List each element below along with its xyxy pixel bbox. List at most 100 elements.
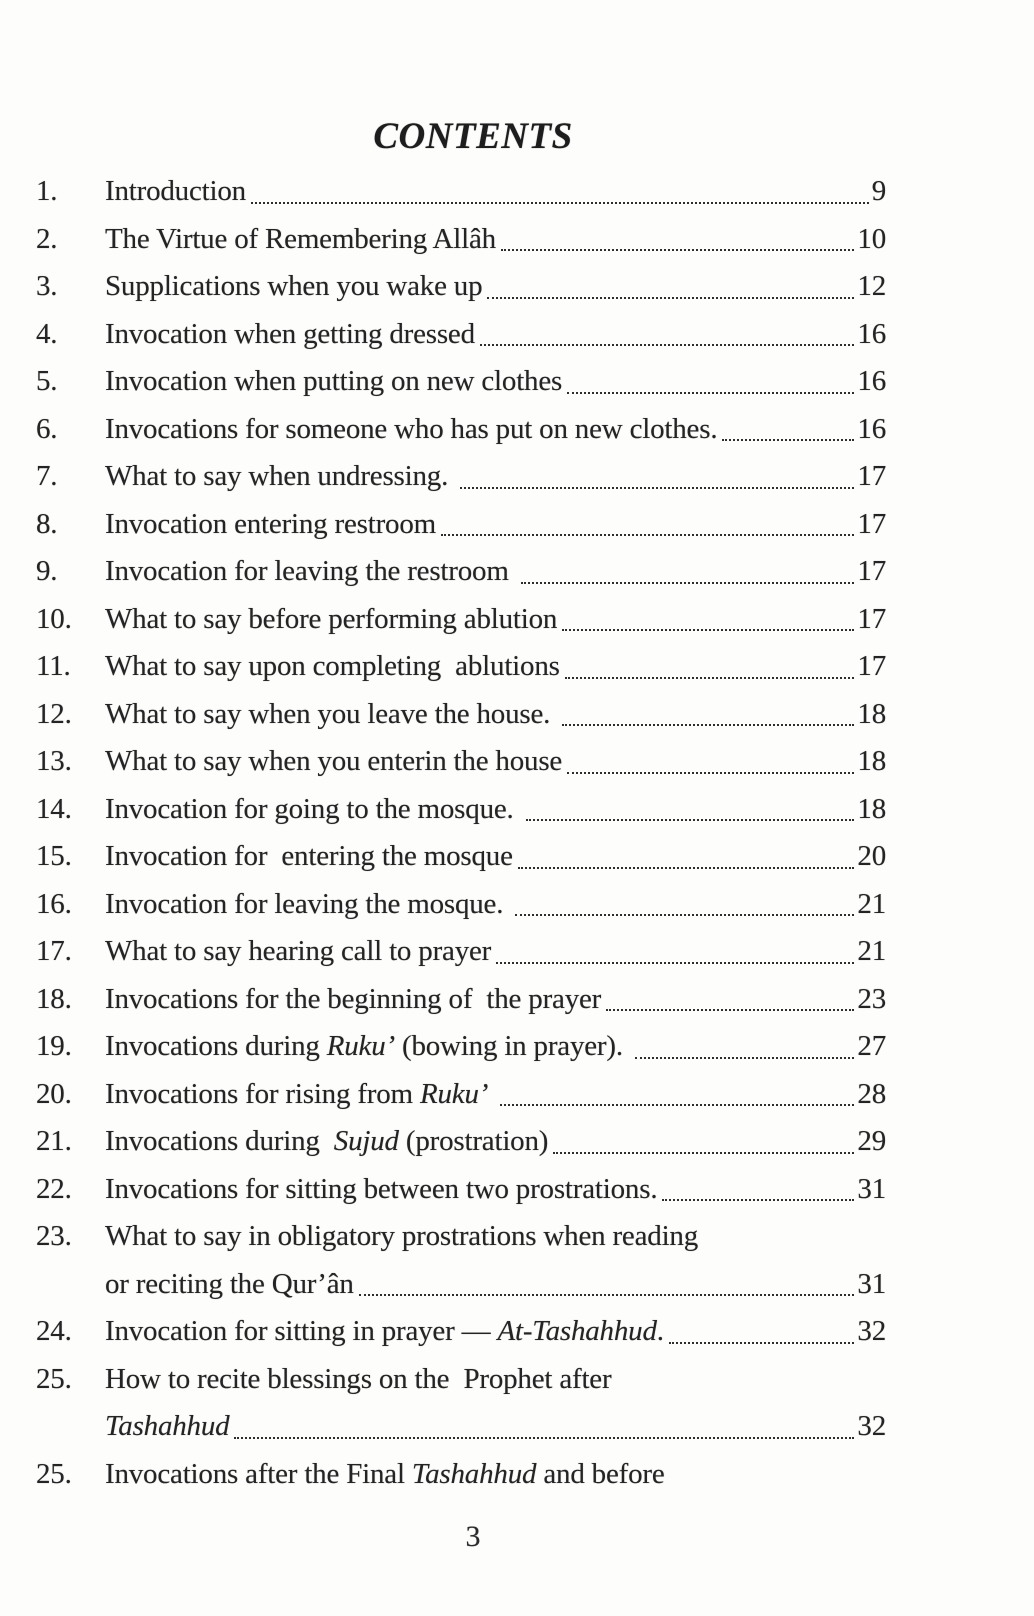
entry-title: Invocation for leaving the restroom <box>105 548 516 596</box>
entry-title: How to recite blessings on the Prophet a… <box>105 1356 612 1404</box>
toc-entry: 23. What to say in obligatory prostration… <box>36 1213 886 1261</box>
entry-title-segment: Invocation for leaving the restroom <box>105 555 516 587</box>
dot-leader <box>606 1009 855 1011</box>
entry-title-segment: What to say before performing ablution <box>105 602 558 635</box>
entry-title-segment: . <box>656 1315 664 1347</box>
dot-leader <box>487 296 855 299</box>
dot-leader <box>479 344 855 346</box>
entry-page-number: 17 <box>857 650 886 682</box>
entry-title-segment: Invocations after the Final <box>105 1457 412 1490</box>
toc-entry: 13. What to say when you enterin the hous… <box>36 738 886 786</box>
entry-title-segment: What to say when undressing. <box>105 460 456 492</box>
entry-number: 9. <box>36 555 58 587</box>
entry-title: Invocations for someone who has put on n… <box>105 406 718 454</box>
entry-page-number: 9 <box>871 175 887 207</box>
entry-title: or reciting the Qur’ân <box>105 1261 354 1309</box>
dot-leader <box>562 629 855 631</box>
entry-title: Tashahhud <box>105 1403 230 1451</box>
entry-title-segment: Invocations for someone who has put on n… <box>105 412 718 445</box>
entry-title: What to say when you enterin the house <box>105 738 562 786</box>
toc-entry: 17. What to say hearing call to prayer 21 <box>36 928 886 976</box>
entry-number: 24. <box>36 1315 72 1347</box>
dot-leader <box>234 1436 855 1439</box>
entry-page-number: 21 <box>857 887 886 920</box>
entry-page-number: 18 <box>857 745 886 777</box>
entry-title-segment: Supplications when you wake up <box>105 270 483 302</box>
entry-title: Invocation when putting on new clothes <box>105 358 562 406</box>
entry-title: Invocations for rising from Ruku’ <box>105 1071 495 1119</box>
dot-leader <box>358 1294 855 1296</box>
dot-leader <box>520 581 855 584</box>
dot-leader <box>496 961 855 964</box>
entry-number: 5. <box>36 365 58 397</box>
entry-page-number: 12 <box>857 270 886 302</box>
entry-page-number: 20 <box>857 840 886 872</box>
toc-entry: 5. Invocation when putting on new clothes… <box>36 358 886 406</box>
entry-number: 21. <box>36 1125 72 1157</box>
entry-number: 14. <box>36 792 72 825</box>
entry-title: Invocation entering restroom <box>105 501 436 549</box>
entry-title-segment: and before <box>536 1457 665 1490</box>
entry-page-number: 27 <box>857 1030 886 1062</box>
entry-number: 10. <box>36 602 72 635</box>
page-title: CONTENTS <box>373 116 573 157</box>
entry-title-segment: (prostration) <box>398 1125 549 1157</box>
entry-number: 3. <box>36 270 58 302</box>
entry-title-segment: What to say in obligatory prostrations w… <box>105 1220 699 1252</box>
dot-leader <box>517 866 855 869</box>
entry-title: Invocations for the beginning of the pra… <box>105 976 601 1024</box>
dot-leader <box>634 1056 855 1059</box>
entry-title: What to say in obligatory prostrations w… <box>105 1213 698 1261</box>
entry-page-number: 17 <box>857 602 886 635</box>
entry-number: 1. <box>36 175 58 207</box>
entry-title-segment: What to say upon completing ablutions <box>105 650 560 682</box>
entry-title-segment: Invocations for sitting between two pros… <box>105 1172 658 1205</box>
entry-title: The Virtue of Remembering Allâh <box>105 216 496 264</box>
entry-page-number: 10 <box>857 222 886 255</box>
entry-page-number: 16 <box>857 412 886 445</box>
entry-number <box>36 1403 105 1451</box>
toc-entry: 11. What to say upon completing ablutions… <box>36 643 886 691</box>
entry-title-italic-segment: At-Tashahhud <box>497 1315 657 1347</box>
entry-title-segment: The Virtue of Remembering Allâh <box>105 222 496 255</box>
entry-title: What to say before performing ablution <box>105 596 557 644</box>
entry-title-segment: Invocations for rising from <box>105 1077 420 1110</box>
entry-page-number: 18 <box>857 792 886 825</box>
entry-title-segment: Invocation for leaving the mosque. <box>105 887 511 920</box>
entry-title-segment: What to say when you enterin the house <box>105 745 563 777</box>
toc-entry: 16. Invocation for leaving the mosque. 21 <box>36 881 886 929</box>
entry-number: 4. <box>36 317 58 350</box>
entry-title: Invocation for entering the mosque <box>105 833 513 881</box>
dot-leader <box>564 676 855 679</box>
dot-leader <box>562 724 855 726</box>
dot-leader <box>460 486 855 489</box>
toc-entry: or reciting the Qur’ân 31 <box>36 1261 886 1309</box>
entry-title-segment: Invocation when putting on new clothes <box>105 365 563 397</box>
entry-title: Invocations during Sujud (prostration) <box>105 1118 548 1166</box>
entry-title-segment <box>488 1078 495 1110</box>
entry-title-segment: Invocations during <box>105 1125 334 1157</box>
entry-title-italic-segment: Ruku’ <box>326 1030 395 1062</box>
entry-page-number: 28 <box>857 1077 886 1110</box>
entry-title-segment: Invocations for the beginning of the pra… <box>105 982 602 1015</box>
toc-entry: 19. Invocations during Ruku’ (bowing in p… <box>36 1023 886 1071</box>
entry-title-segment: Invocation for going to the mosque. <box>105 792 521 825</box>
entry-number: 16. <box>36 887 72 920</box>
entry-title-segment: What to say when you leave the house. <box>105 697 558 730</box>
entry-number: 11. <box>36 650 71 682</box>
entry-number: 2. <box>36 222 58 255</box>
entry-title-italic-segment: Tashahhud <box>411 1457 537 1490</box>
entry-page-number: 31 <box>857 1267 886 1300</box>
dot-leader <box>553 1151 855 1154</box>
entry-page-number: 29 <box>857 1125 886 1157</box>
entry-number: 7. <box>36 460 58 492</box>
entry-page-number: 16 <box>857 365 886 397</box>
toc-entry: 12. What to say when you leave the house.… <box>36 691 886 739</box>
entry-title: Introduction <box>105 168 246 216</box>
entry-number: 23. <box>36 1220 72 1252</box>
entry-page-number: 17 <box>857 507 886 540</box>
entry-title: What to say when you leave the house. <box>105 691 557 739</box>
entry-number: 15. <box>36 840 72 872</box>
entry-title: What to say when undressing. <box>105 453 455 501</box>
